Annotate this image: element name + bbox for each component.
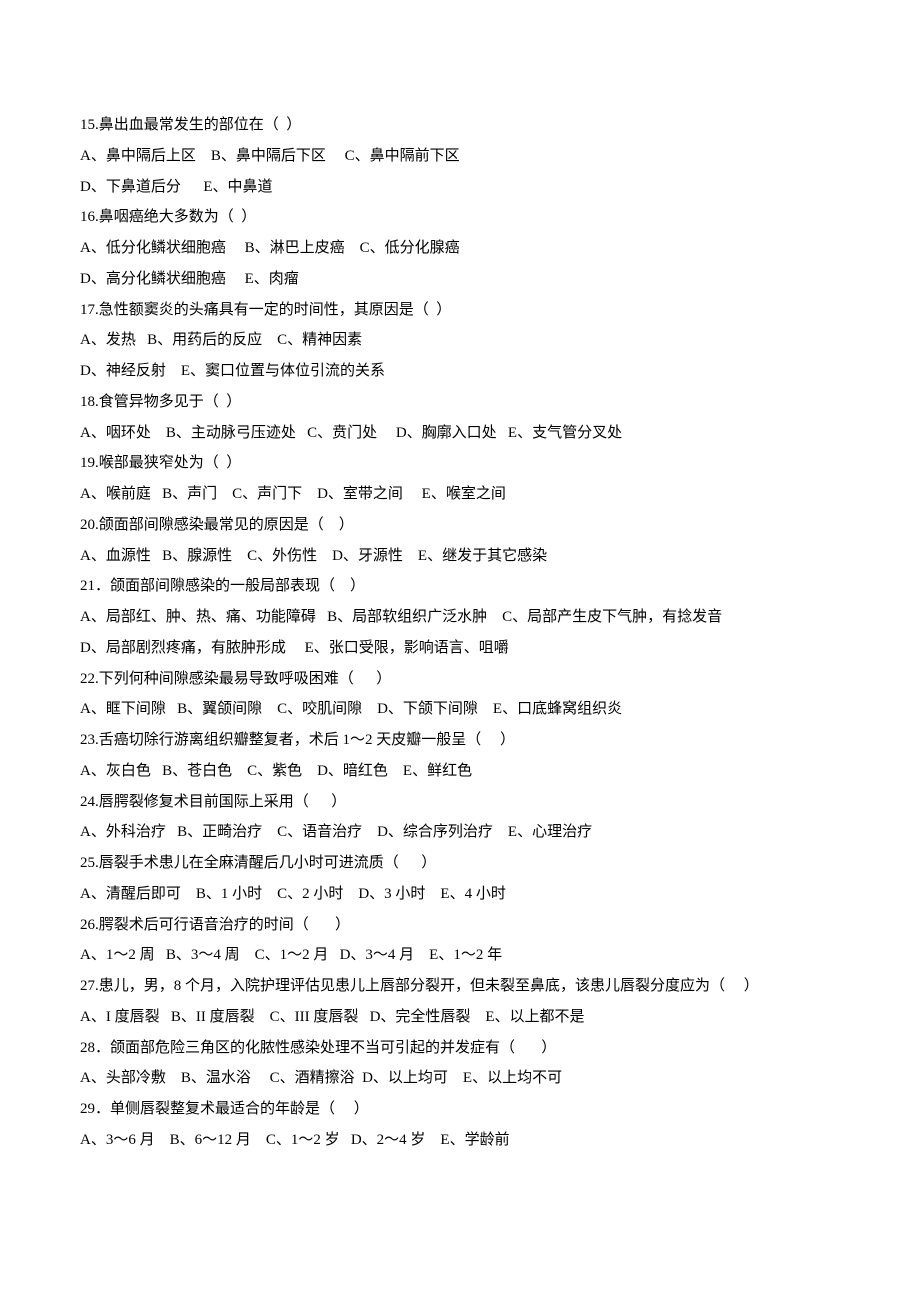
question-options-line: A、低分化鳞状细胞癌 B、淋巴上皮癌 C、低分化腺癌: [80, 233, 840, 264]
question-options-line: D、高分化鳞状细胞癌 E、肉瘤: [80, 264, 840, 295]
question-stem: 17.急性额窦炎的头痛具有一定的时间性，其原因是（ ）: [80, 295, 840, 326]
question-27: 27.患儿，男，8 个月，入院护理评估见患儿上唇部分裂开，但未裂至鼻底，该患儿唇…: [80, 971, 840, 1033]
question-options-line: A、1～2 周 B、3～4 周 C、1～2 月 D、3～4 月 E、1～2 年: [80, 940, 840, 971]
question-21: 21．颌面部间隙感染的一般局部表现（ ）A、局部红、肿、热、痛、功能障碍 B、局…: [80, 571, 840, 663]
question-20: 20.颌面部间隙感染最常见的原因是（ ）A、血源性 B、腺源性 C、外伤性 D、…: [80, 510, 840, 572]
question-stem: 24.唇腭裂修复术目前国际上采用（ ）: [80, 787, 840, 818]
question-stem: 16.鼻咽癌绝大多数为（ ）: [80, 202, 840, 233]
question-stem: 23.舌癌切除行游离组织瓣整复者，术后 1～2 天皮瓣一般呈（ ）: [80, 725, 840, 756]
question-18: 18.食管异物多见于（ ）A、咽环处 B、主动脉弓压迹处 C、贲门处 D、胸廓入…: [80, 387, 840, 449]
question-19: 19.喉部最狭窄处为（ ）A、喉前庭 B、声门 C、声门下 D、室带之间 E、喉…: [80, 448, 840, 510]
question-28: 28．颌面部危险三角区的化脓性感染处理不当可引起的并发症有（ ）A、头部冷敷 B…: [80, 1033, 840, 1095]
question-options-line: A、3～6 月 B、6～12 月 C、1～2 岁 D、2～4 岁 E、学龄前: [80, 1125, 840, 1156]
question-24: 24.唇腭裂修复术目前国际上采用（ ）A、外科治疗 B、正畸治疗 C、语音治疗 …: [80, 787, 840, 849]
question-15: 15.鼻出血最常发生的部位在（ ）A、鼻中隔后上区 B、鼻中隔后下区 C、鼻中隔…: [80, 110, 840, 202]
question-options-line: D、局部剧烈疼痛，有脓肿形成 E、张口受限，影响语言、咀嚼: [80, 633, 840, 664]
question-stem: 26.腭裂术后可行语音治疗的时间（ ）: [80, 910, 840, 941]
question-options-line: A、头部冷敷 B、温水浴 C、酒精擦浴 D、以上均可 E、以上均不可: [80, 1063, 840, 1094]
question-stem: 19.喉部最狭窄处为（ ）: [80, 448, 840, 479]
question-options-line: A、发热 B、用药后的反应 C、精神因素: [80, 325, 840, 356]
question-options-line: D、下鼻道后分 E、中鼻道: [80, 172, 840, 203]
question-stem: 18.食管异物多见于（ ）: [80, 387, 840, 418]
question-stem: 27.患儿，男，8 个月，入院护理评估见患儿上唇部分裂开，但未裂至鼻底，该患儿唇…: [80, 971, 840, 1002]
document-body: 15.鼻出血最常发生的部位在（ ）A、鼻中隔后上区 B、鼻中隔后下区 C、鼻中隔…: [80, 110, 840, 1156]
question-stem: 21．颌面部间隙感染的一般局部表现（ ）: [80, 571, 840, 602]
question-stem: 22.下列何种间隙感染最易导致呼吸困难（ ）: [80, 664, 840, 695]
question-25: 25.唇裂手术患儿在全麻清醒后几小时可进流质（ ）A、清醒后即可 B、1 小时 …: [80, 848, 840, 910]
question-22: 22.下列何种间隙感染最易导致呼吸困难（ ）A、眶下间隙 B、翼颌间隙 C、咬肌…: [80, 664, 840, 726]
question-options-line: A、喉前庭 B、声门 C、声门下 D、室带之间 E、喉室之间: [80, 479, 840, 510]
question-17: 17.急性额窦炎的头痛具有一定的时间性，其原因是（ ）A、发热 B、用药后的反应…: [80, 295, 840, 387]
question-29: 29．单侧唇裂整复术最适合的年龄是（ ）A、3～6 月 B、6～12 月 C、1…: [80, 1094, 840, 1156]
question-16: 16.鼻咽癌绝大多数为（ ）A、低分化鳞状细胞癌 B、淋巴上皮癌 C、低分化腺癌…: [80, 202, 840, 294]
question-23: 23.舌癌切除行游离组织瓣整复者，术后 1～2 天皮瓣一般呈（ ）A、灰白色 B…: [80, 725, 840, 787]
question-options-line: A、鼻中隔后上区 B、鼻中隔后下区 C、鼻中隔前下区: [80, 141, 840, 172]
question-options-line: A、局部红、肿、热、痛、功能障碍 B、局部软组织广泛水肿 C、局部产生皮下气肿，…: [80, 602, 840, 633]
question-stem: 20.颌面部间隙感染最常见的原因是（ ）: [80, 510, 840, 541]
question-26: 26.腭裂术后可行语音治疗的时间（ ）A、1～2 周 B、3～4 周 C、1～2…: [80, 910, 840, 972]
question-options-line: A、血源性 B、腺源性 C、外伤性 D、牙源性 E、继发于其它感染: [80, 541, 840, 572]
question-stem: 29．单侧唇裂整复术最适合的年龄是（ ）: [80, 1094, 840, 1125]
question-options-line: A、外科治疗 B、正畸治疗 C、语音治疗 D、综合序列治疗 E、心理治疗: [80, 817, 840, 848]
question-options-line: A、眶下间隙 B、翼颌间隙 C、咬肌间隙 D、下颌下间隙 E、口底蜂窝组织炎: [80, 694, 840, 725]
question-options-line: D、神经反射 E、窦口位置与体位引流的关系: [80, 356, 840, 387]
question-options-line: A、咽环处 B、主动脉弓压迹处 C、贲门处 D、胸廓入口处 E、支气管分叉处: [80, 418, 840, 449]
question-stem: 28．颌面部危险三角区的化脓性感染处理不当可引起的并发症有（ ）: [80, 1033, 840, 1064]
question-stem: 25.唇裂手术患儿在全麻清醒后几小时可进流质（ ）: [80, 848, 840, 879]
question-options-line: A、I 度唇裂 B、II 度唇裂 C、III 度唇裂 D、完全性唇裂 E、以上都…: [80, 1002, 840, 1033]
question-options-line: A、清醒后即可 B、1 小时 C、2 小时 D、3 小时 E、4 小时: [80, 879, 840, 910]
question-stem: 15.鼻出血最常发生的部位在（ ）: [80, 110, 840, 141]
question-options-line: A、灰白色 B、苍白色 C、紫色 D、暗红色 E、鲜红色: [80, 756, 840, 787]
